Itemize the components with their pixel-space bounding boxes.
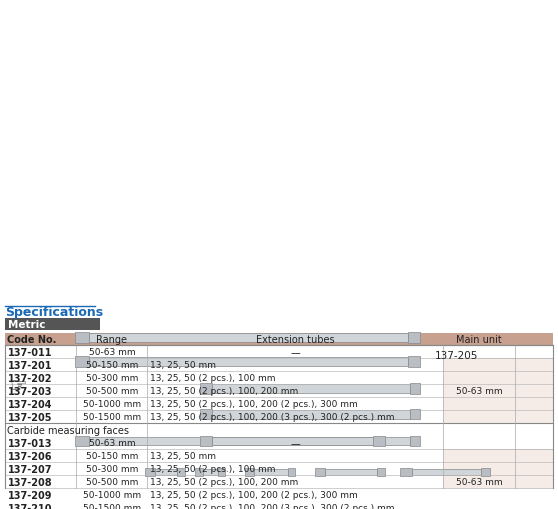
Text: 137-207: 137-207 <box>8 464 52 474</box>
Text: Metric: Metric <box>8 319 46 329</box>
Bar <box>481 468 490 476</box>
Bar <box>373 436 385 446</box>
Bar <box>315 468 325 476</box>
Text: 137-203: 137-203 <box>8 386 52 396</box>
Bar <box>408 356 420 367</box>
Text: Range: Range <box>97 334 127 344</box>
Text: 137-205: 137-205 <box>435 350 478 360</box>
Text: 13, 25, 50 mm: 13, 25, 50 mm <box>151 361 217 370</box>
Bar <box>212 384 410 393</box>
Text: 137-210: 137-210 <box>8 503 52 509</box>
Text: 50-63 mm: 50-63 mm <box>456 477 502 486</box>
Text: 13, 25, 50 (2 pcs.), 100, 200 (2 pcs.), 300 mm: 13, 25, 50 (2 pcs.), 100, 200 (2 pcs.), … <box>151 490 358 499</box>
Text: 13, 25, 50 (2 pcs.), 100, 200 mm: 13, 25, 50 (2 pcs.), 100, 200 mm <box>151 477 299 486</box>
Text: Carbide measuring faces: Carbide measuring faces <box>7 426 129 435</box>
Bar <box>254 469 288 475</box>
Bar <box>325 469 377 475</box>
Text: 137-205: 137-205 <box>8 412 52 422</box>
Bar <box>218 468 225 476</box>
Text: 50-63 mm: 50-63 mm <box>89 348 135 357</box>
Text: 137-206: 137-206 <box>8 451 52 461</box>
Bar <box>200 436 212 446</box>
Bar <box>200 409 212 420</box>
Text: 50-150 mm: 50-150 mm <box>86 451 138 460</box>
Bar <box>5 319 100 330</box>
Bar <box>145 468 155 476</box>
Text: 137-011: 137-011 <box>8 347 52 357</box>
Text: 13, 25, 50 (2 pcs.), 100 mm: 13, 25, 50 (2 pcs.), 100 mm <box>151 464 276 473</box>
Bar <box>377 468 385 476</box>
Text: 13, 25, 50 (2 pcs.), 100, 200 (2 pcs.), 300 mm: 13, 25, 50 (2 pcs.), 100, 200 (2 pcs.), … <box>151 400 358 409</box>
Text: 50-1000 mm: 50-1000 mm <box>83 400 141 409</box>
Text: 13, 25, 50 mm: 13, 25, 50 mm <box>151 451 217 460</box>
Text: 137-013: 137-013 <box>8 438 52 448</box>
Text: Main unit: Main unit <box>456 334 502 344</box>
Text: 13, 25, 50 (2 pcs.), 100, 200 mm: 13, 25, 50 (2 pcs.), 100, 200 mm <box>151 387 299 395</box>
Bar <box>203 469 218 475</box>
Text: 137-204: 137-204 <box>8 399 52 409</box>
Bar <box>212 437 410 445</box>
Bar <box>177 468 185 476</box>
Text: ☞: ☞ <box>9 376 27 395</box>
Bar <box>408 332 420 343</box>
Bar <box>444 449 553 509</box>
Bar <box>75 332 89 343</box>
Text: 50-63 mm: 50-63 mm <box>456 387 502 395</box>
Bar <box>75 436 89 446</box>
Text: 137-208: 137-208 <box>8 477 52 487</box>
Text: Extension tubes: Extension tubes <box>256 334 335 344</box>
Text: 50-150 mm: 50-150 mm <box>86 361 138 370</box>
Text: 50-1500 mm: 50-1500 mm <box>83 412 141 421</box>
Bar <box>288 468 295 476</box>
Bar <box>412 469 481 475</box>
Text: 13, 25, 50 (2 pcs.), 100 mm: 13, 25, 50 (2 pcs.), 100 mm <box>151 374 276 383</box>
Text: 50-500 mm: 50-500 mm <box>86 477 138 486</box>
Text: 50-300 mm: 50-300 mm <box>86 464 138 473</box>
Text: —: — <box>291 347 300 357</box>
Text: Code No.: Code No. <box>7 334 56 344</box>
Bar <box>89 437 373 445</box>
Bar <box>75 356 89 367</box>
Bar <box>200 383 212 394</box>
Text: 50-500 mm: 50-500 mm <box>86 387 138 395</box>
Bar <box>89 333 408 342</box>
Text: 50-63 mm: 50-63 mm <box>89 438 135 447</box>
Bar <box>444 359 553 423</box>
Text: 50-1000 mm: 50-1000 mm <box>83 490 141 499</box>
Text: —: — <box>291 438 300 448</box>
Text: 13, 25, 50 (2 pcs.), 100, 200 (3 pcs.), 300 (2 pcs.) mm: 13, 25, 50 (2 pcs.), 100, 200 (3 pcs.), … <box>151 503 395 509</box>
Bar <box>410 383 420 394</box>
Text: 137-209: 137-209 <box>8 490 52 500</box>
Bar <box>410 409 420 420</box>
Bar <box>410 436 420 446</box>
Bar <box>400 468 412 476</box>
Bar <box>212 410 410 419</box>
Text: 13, 25, 50 (2 pcs.), 100, 200 (3 pcs.), 300 (2 pcs.) mm: 13, 25, 50 (2 pcs.), 100, 200 (3 pcs.), … <box>151 412 395 421</box>
Text: 137-202: 137-202 <box>8 373 52 383</box>
Bar <box>5 333 553 346</box>
Text: 50-1500 mm: 50-1500 mm <box>83 503 141 509</box>
Text: Specifications: Specifications <box>5 305 103 318</box>
Text: 137-201: 137-201 <box>8 360 52 370</box>
Bar <box>245 468 254 476</box>
Text: 50-300 mm: 50-300 mm <box>86 374 138 383</box>
Bar <box>155 469 177 475</box>
Bar <box>89 357 408 366</box>
Bar <box>195 468 203 476</box>
